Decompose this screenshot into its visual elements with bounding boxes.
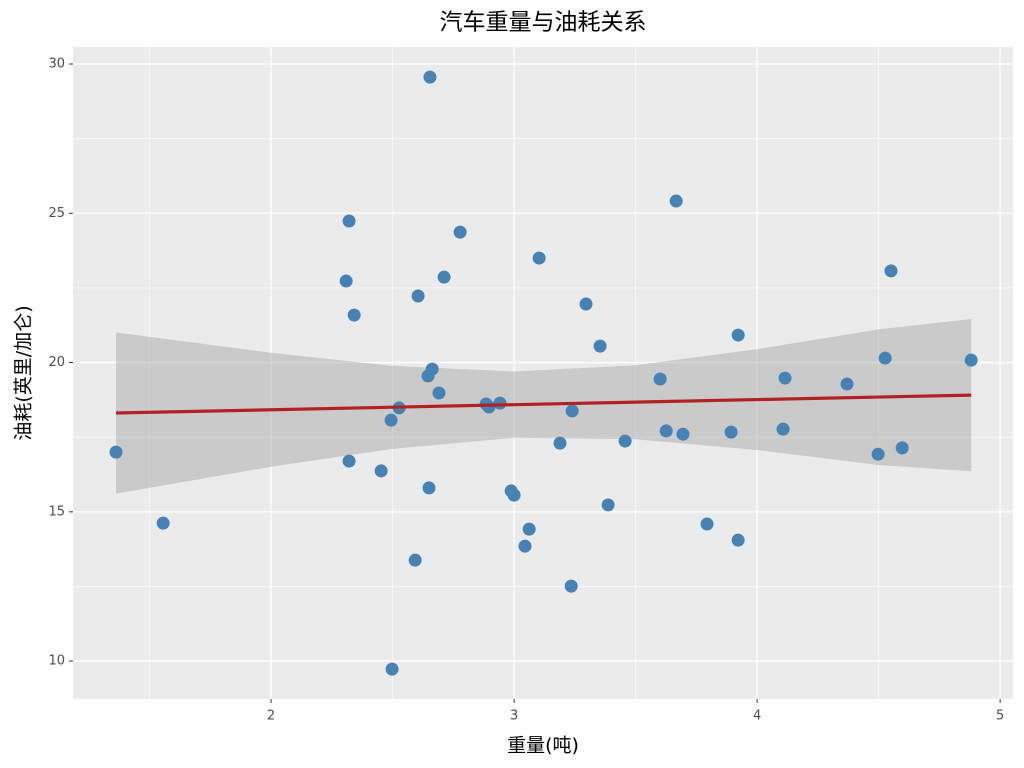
point bbox=[453, 225, 467, 239]
point bbox=[676, 427, 690, 441]
x-tick-label: 5 bbox=[996, 709, 1004, 724]
y-tick-label: 30 bbox=[48, 57, 65, 72]
point bbox=[593, 339, 607, 353]
point bbox=[423, 70, 437, 84]
point bbox=[109, 445, 123, 459]
point bbox=[553, 436, 567, 450]
point bbox=[156, 516, 170, 530]
point bbox=[385, 662, 399, 676]
fit-line bbox=[115, 393, 972, 415]
point bbox=[408, 553, 422, 567]
point bbox=[339, 274, 353, 288]
x-tick-label: 3 bbox=[510, 709, 518, 724]
x-tick-label: 2 bbox=[267, 709, 275, 724]
point bbox=[421, 369, 435, 383]
point bbox=[731, 328, 745, 342]
plot-layer: 2 3 4 5 10 15 20 25 30 bbox=[48, 47, 1013, 724]
point bbox=[411, 289, 425, 303]
point bbox=[507, 488, 521, 502]
x-axis-title: 重量(吨) bbox=[507, 735, 579, 757]
point bbox=[731, 533, 745, 547]
point bbox=[778, 371, 792, 385]
point bbox=[432, 386, 446, 400]
point bbox=[700, 517, 714, 531]
point bbox=[964, 353, 978, 367]
point bbox=[601, 498, 615, 512]
point bbox=[532, 251, 546, 265]
point bbox=[618, 434, 632, 448]
y-tick-label: 25 bbox=[48, 206, 65, 221]
y-tick-label: 20 bbox=[48, 355, 65, 370]
point bbox=[342, 454, 356, 468]
point bbox=[522, 522, 536, 536]
x-tick-label: 4 bbox=[753, 709, 761, 724]
point bbox=[437, 270, 451, 284]
point bbox=[840, 377, 854, 391]
point bbox=[669, 194, 683, 208]
y-axis-title: 油耗(英里/加仑) bbox=[13, 305, 35, 440]
chart-title: 汽车重量与油耗关系 bbox=[440, 10, 647, 36]
panel bbox=[73, 47, 1013, 699]
point bbox=[878, 351, 892, 365]
y-tick-label: 15 bbox=[48, 504, 65, 519]
point bbox=[374, 464, 388, 478]
point bbox=[724, 425, 738, 439]
point bbox=[518, 539, 532, 553]
point bbox=[659, 424, 673, 438]
point bbox=[564, 579, 578, 593]
point bbox=[422, 481, 436, 495]
point bbox=[653, 372, 667, 386]
point bbox=[342, 214, 356, 228]
point bbox=[884, 264, 898, 278]
point bbox=[347, 308, 361, 322]
y-tick-label: 10 bbox=[48, 654, 65, 669]
point bbox=[579, 297, 593, 311]
point bbox=[565, 404, 579, 418]
point bbox=[871, 447, 885, 461]
point bbox=[895, 441, 909, 455]
point bbox=[776, 422, 790, 436]
point bbox=[384, 413, 398, 427]
confidence-band bbox=[116, 318, 972, 494]
point bbox=[493, 396, 507, 410]
